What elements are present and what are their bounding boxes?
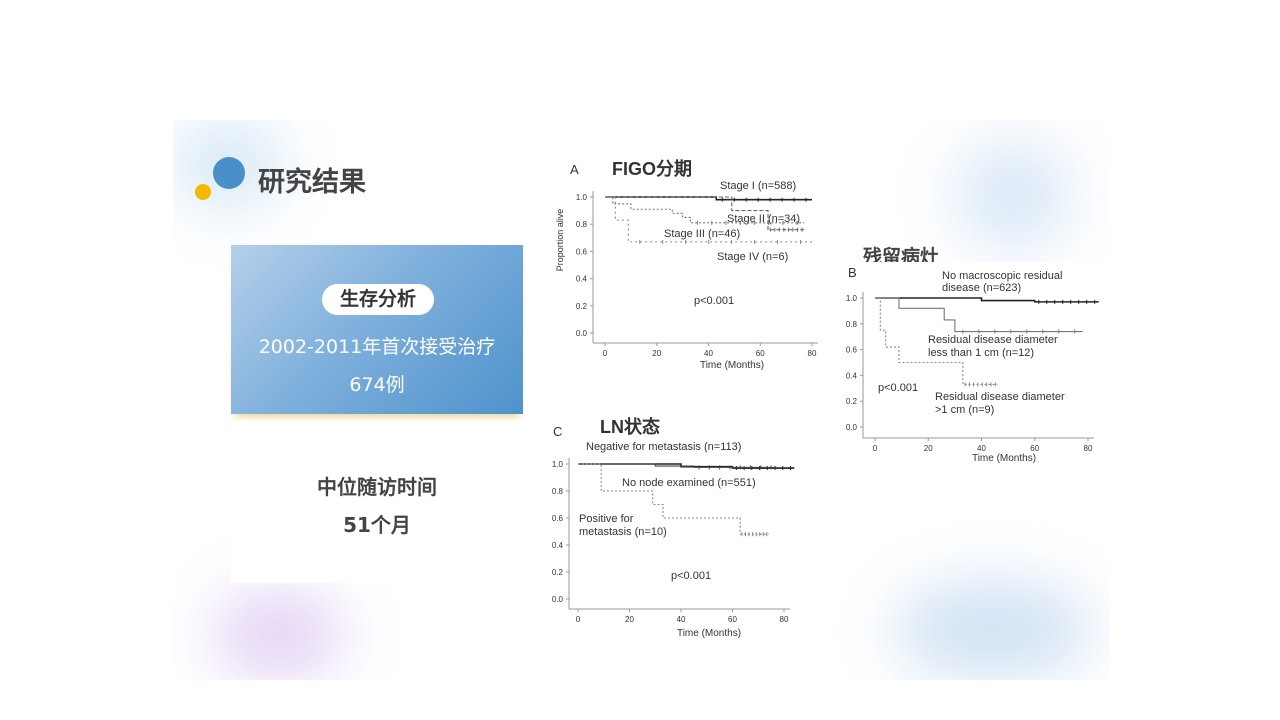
y-tick-label: 0.6 <box>846 346 858 355</box>
y-tick-label: 0.0 <box>846 423 858 432</box>
x-tick-label: 40 <box>704 349 713 358</box>
series-label: Positive for <box>579 513 634 525</box>
x-tick-label: 80 <box>808 349 817 358</box>
panel-letter: B <box>848 265 857 280</box>
x-tick-label: 40 <box>677 615 686 624</box>
x-tick-label: 20 <box>924 444 933 453</box>
series-label: Residual disease diameter <box>935 391 1065 403</box>
followup-label: 中位随访时间 <box>317 475 437 499</box>
p-value: p<0.001 <box>671 570 711 582</box>
km-chart-figo: 0.0 0.2 0.4 0.6 0.8 1.0 0 20 40 60 80 A FIGO分期 Time (… <box>542 157 828 375</box>
y-tick-label: 0.6 <box>576 247 588 256</box>
km-chart-ln: 0.0 0.2 0.4 0.6 0.8 1.0 0 20 40 60 80 C LN状态 Time (Mo… <box>542 415 810 640</box>
p-value: p<0.001 <box>694 295 734 307</box>
series-label: Stage III (n=46) <box>664 228 740 240</box>
survival-curve <box>578 463 777 468</box>
survival-curve <box>578 463 769 535</box>
survival-analysis-pill: 生存分析 <box>322 284 434 315</box>
x-axis-label: Time (Months) <box>700 360 764 371</box>
x-tick-label: 0 <box>873 444 878 453</box>
y-tick-label: 0.8 <box>576 220 588 229</box>
y-tick-label: 0.0 <box>552 595 564 604</box>
series-label: >1 cm (n=9) <box>935 404 994 416</box>
series-label: Stage I (n=588) <box>720 180 796 192</box>
x-tick-label: 40 <box>977 444 986 453</box>
y-tick-label: 0.8 <box>552 487 564 496</box>
y-axis-label: Proportion alive <box>555 209 565 272</box>
survival-curve <box>875 297 1083 333</box>
logo-icon <box>195 157 245 200</box>
km-chart-residual: 0.0 0.2 0.4 0.6 0.8 1.0 0 20 40 60 80 B Time (Months… <box>838 262 1112 470</box>
x-axis-label: Time (Months) <box>972 453 1036 464</box>
x-tick-label: 0 <box>576 615 581 624</box>
y-tick-label: 0.4 <box>846 371 858 380</box>
y-tick-label: 1.0 <box>846 294 858 303</box>
survival-analysis-card: 生存分析 2002-2011年首次接受治疗 674例 <box>231 245 523 414</box>
series-label: metastasis (n=10) <box>579 526 667 538</box>
survival-curve <box>605 196 805 231</box>
panel-letter: A <box>570 162 579 177</box>
x-tick-label: 60 <box>1030 444 1039 453</box>
x-tick-label: 20 <box>652 349 661 358</box>
y-tick-label: 0.2 <box>552 568 564 577</box>
chart-title: LN状态 <box>600 416 660 437</box>
followup-card: 中位随访时间 51个月 <box>231 422 523 583</box>
survival-curve <box>578 463 795 469</box>
treatment-period: 2002-2011年首次接受治疗 <box>258 336 496 358</box>
x-axis-label: Time (Months) <box>677 628 741 639</box>
series-label: disease (n=623) <box>942 282 1021 294</box>
x-tick-label: 20 <box>625 615 634 624</box>
followup-value: 51个月 <box>343 513 411 537</box>
series-label: Residual disease diameter <box>928 334 1058 346</box>
survival-curve <box>875 297 998 385</box>
chart-title: FIGO分期 <box>612 159 692 179</box>
y-tick-label: 1.0 <box>552 460 564 469</box>
x-tick-label: 0 <box>603 349 608 358</box>
series-label: Stage IV (n=6) <box>717 251 788 263</box>
series-label: Stage II (n=34) <box>727 213 800 225</box>
y-tick-label: 0.6 <box>552 514 564 523</box>
y-tick-label: 0.4 <box>576 275 588 284</box>
x-tick-label: 80 <box>1084 444 1093 453</box>
survival-curve <box>605 196 805 224</box>
series-label: Negative for metastasis (n=113) <box>586 441 741 453</box>
y-tick-label: 0.0 <box>576 329 588 338</box>
y-tick-label: 0.4 <box>552 541 564 550</box>
panel-letter: C <box>553 424 562 439</box>
y-tick-label: 1.0 <box>576 193 588 202</box>
series-label: No node examined (n=551) <box>622 477 756 489</box>
survival-curve <box>875 297 1099 303</box>
x-tick-label: 80 <box>780 615 789 624</box>
page-title: 研究结果 <box>258 167 366 198</box>
y-tick-label: 0.2 <box>846 397 858 406</box>
p-value: p<0.001 <box>878 382 918 394</box>
series-label: less than 1 cm (n=12) <box>928 347 1034 359</box>
patient-count: 674例 <box>349 374 405 396</box>
series-label: No macroscopic residual <box>942 270 1062 282</box>
y-tick-label: 0.8 <box>846 320 858 329</box>
x-tick-label: 60 <box>756 349 765 358</box>
y-tick-label: 0.2 <box>576 302 588 311</box>
x-tick-label: 60 <box>728 615 737 624</box>
